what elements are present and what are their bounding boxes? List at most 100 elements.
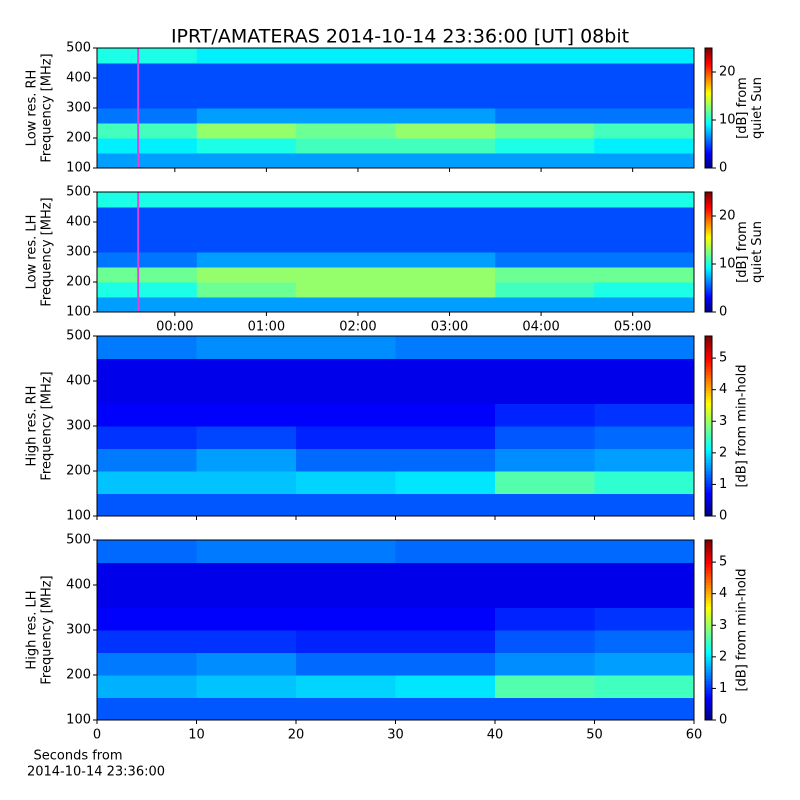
x-tick-label: 40 [487, 728, 504, 743]
colorbar-segment [705, 630, 712, 634]
y-tick-label: 400 [66, 215, 91, 230]
heat-cell [395, 93, 496, 109]
heat-cell [395, 358, 496, 382]
heat-cell [594, 585, 695, 608]
heat-cell [495, 336, 595, 359]
heat-cell [594, 123, 695, 139]
heat-cell [594, 252, 695, 268]
heat-cell [495, 63, 595, 79]
heat-cell [495, 562, 595, 586]
colorbar-segment [705, 618, 712, 622]
colorbar-segment [705, 304, 712, 307]
colorbar-segment [705, 216, 712, 219]
heat-cell [395, 48, 496, 64]
heat-cell [97, 123, 198, 139]
colorbar-segment [705, 66, 712, 69]
colorbar-segment [705, 246, 712, 249]
heat-cell [495, 192, 595, 208]
y-tick-label: 500 [66, 41, 91, 56]
heat-cell [295, 237, 396, 253]
heat-cell [395, 78, 496, 94]
heat-cell [97, 138, 198, 154]
colorbar-segment [705, 228, 712, 231]
heat-cell [196, 192, 297, 208]
colorbar-segment [705, 549, 712, 553]
heat-cell [495, 697, 595, 721]
colorbar-segment [705, 381, 712, 385]
colorbar-tick-label: 5 [719, 351, 727, 366]
colorbar-label: quiet Sun [750, 77, 765, 139]
heat-cell [395, 630, 496, 653]
heat-cell [196, 78, 297, 94]
colorbar-segment [705, 393, 712, 397]
colorbar-segment [705, 594, 712, 598]
heat-cell [594, 358, 695, 382]
colorbar-segment [705, 212, 712, 215]
heat-cell [495, 282, 595, 298]
heat-cell [395, 237, 496, 253]
colorbar-segment [705, 717, 712, 721]
heat-cell [295, 207, 396, 223]
colorbar-segment [705, 148, 712, 151]
colorbar-segment [705, 308, 712, 311]
colorbar-segment [705, 423, 712, 427]
colorbar-segment [705, 666, 712, 670]
colorbar-segment [705, 108, 712, 111]
colorbar-segment [705, 310, 712, 313]
heat-cell [594, 138, 695, 154]
heat-cell [295, 138, 396, 154]
colorbar-frame [704, 539, 713, 721]
heat-cell [395, 493, 496, 517]
heat-cell [594, 237, 695, 253]
heat-cell [395, 108, 496, 124]
heat-cell [395, 153, 496, 169]
heat-cell [395, 675, 496, 698]
colorbar-segment [705, 543, 712, 547]
heat-cell [395, 267, 496, 283]
heat-cell [395, 585, 496, 608]
heat-cell [395, 192, 496, 208]
colorbar-segment [705, 390, 712, 394]
y-tick-label: 200 [66, 464, 91, 479]
heat-cell [395, 252, 496, 268]
heat-cell [196, 63, 297, 79]
heat-cell [495, 207, 595, 223]
colorbar-segment [705, 198, 712, 201]
heat-cell [196, 358, 297, 382]
heat-cell [495, 252, 595, 268]
colorbar-segment [705, 270, 712, 273]
colorbar-segment [705, 351, 712, 355]
heat-cell [594, 630, 695, 653]
heat-cell [594, 448, 695, 472]
heat-cell [395, 336, 496, 359]
heat-cell [97, 108, 198, 124]
colorbar-segment [705, 555, 712, 559]
colorbar-segment [705, 58, 712, 61]
heat-cell [196, 48, 297, 64]
colorbar-segment [705, 582, 712, 586]
colorbar-segment [705, 444, 712, 448]
heat-cell [594, 78, 695, 94]
colorbar-segment [705, 136, 712, 139]
colorbar-segment [705, 633, 712, 637]
heat-cell [97, 607, 197, 631]
colorbar-segment [705, 357, 712, 361]
colorbar-segment [705, 86, 712, 89]
heat-cell [495, 630, 595, 653]
colorbar-segment [705, 477, 712, 481]
colorbar-tick-label: 4 [719, 586, 727, 601]
heat-cell [594, 267, 695, 283]
heat-cell [97, 78, 198, 94]
colorbar-segment [705, 268, 712, 271]
heat-cell [196, 403, 297, 427]
colorbar-segment [705, 600, 712, 604]
colorbar-segment [705, 687, 712, 691]
colorbar-segment [705, 278, 712, 281]
colorbar-segment [705, 124, 712, 127]
heat-cell [97, 675, 197, 698]
colorbar-segment [705, 411, 712, 415]
colorbar-segment [705, 513, 712, 517]
heat-cell [97, 697, 197, 721]
colorbar-segment [705, 501, 712, 505]
